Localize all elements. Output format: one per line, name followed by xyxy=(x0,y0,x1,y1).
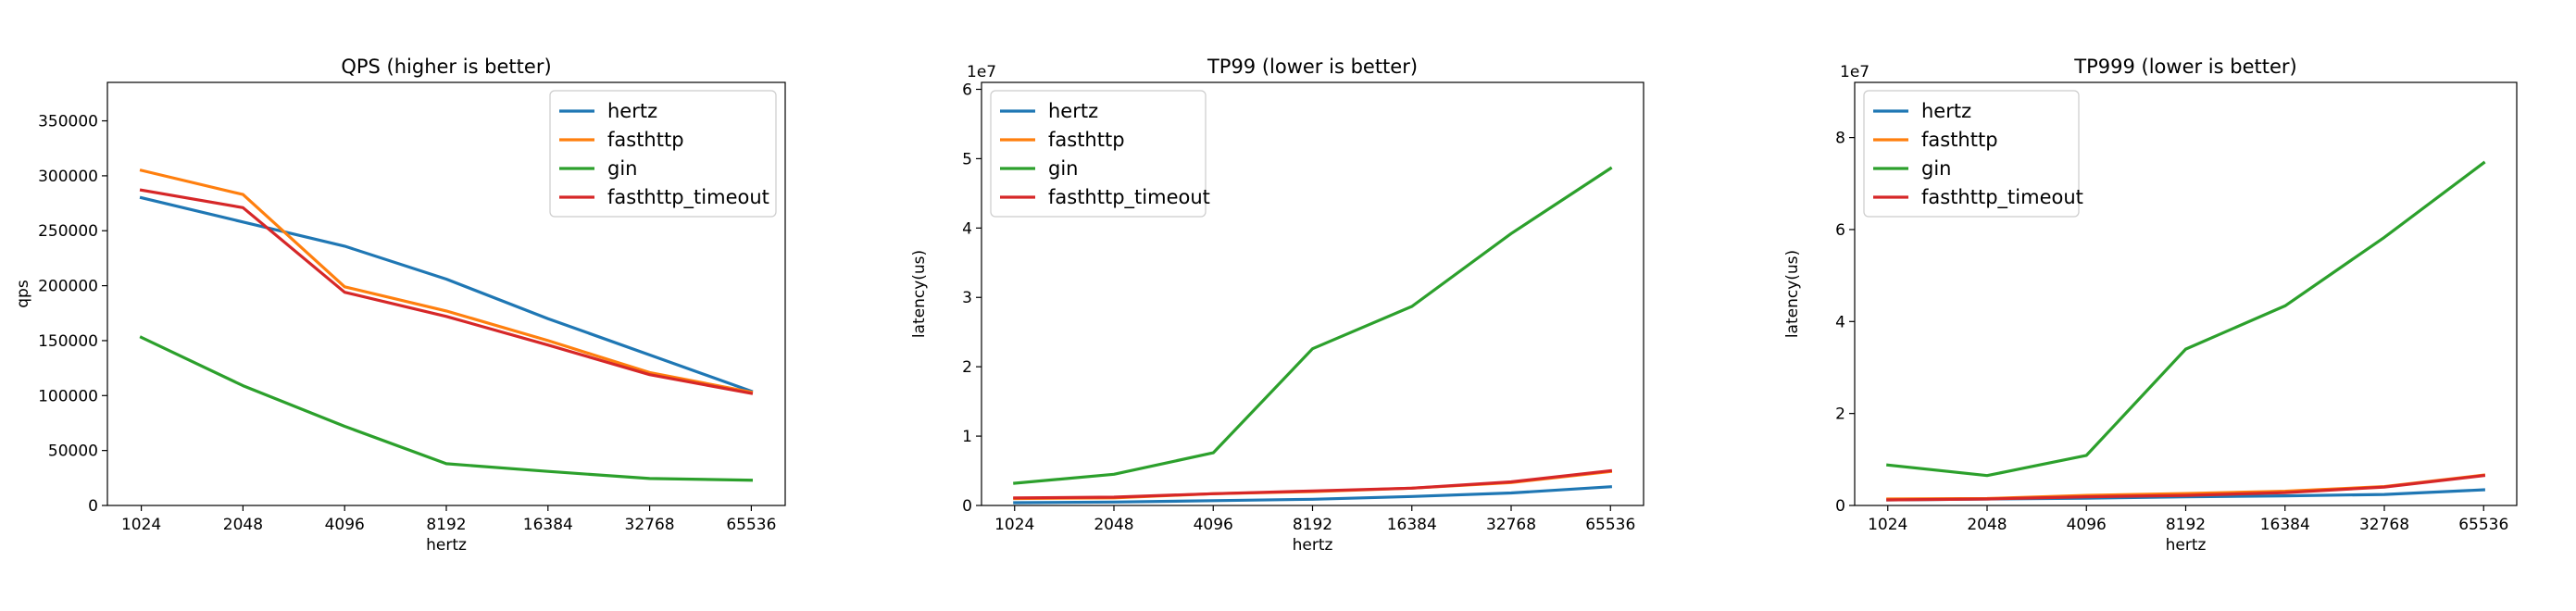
legend-label: fasthttp xyxy=(1921,129,1998,151)
x-tick-label: 4096 xyxy=(325,516,365,534)
chart-3: TP999 (lower is better)1024 2048 4096 8192 1… xyxy=(1783,56,2518,555)
x-tick-label: 2048 xyxy=(1967,516,2007,534)
x-tick-label: 32768 xyxy=(625,516,675,534)
x-tick-label: 8192 xyxy=(426,516,466,534)
series-line-gin xyxy=(1013,166,1613,485)
x-tick-label: 16384 xyxy=(1387,516,1437,534)
series-line-fasthttp-timeout xyxy=(139,188,754,395)
legend-frame xyxy=(549,90,777,218)
legend-frame xyxy=(990,90,1207,218)
x-tick-label: 16384 xyxy=(2260,516,2310,534)
y-tick-label: 8 xyxy=(1835,130,1845,148)
y-axis-offset-label: 1e7 xyxy=(967,63,996,81)
y-tick-label: 1 xyxy=(962,428,972,446)
x-tick-label: 32768 xyxy=(2359,516,2409,534)
x-tick-label: 4096 xyxy=(1194,516,1233,534)
x-tick-label: 65536 xyxy=(1585,516,1635,534)
y-tick-label: 0 xyxy=(1835,497,1845,516)
x-axis-label: hertz xyxy=(426,536,467,555)
x-tick-label: 2048 xyxy=(223,516,263,534)
y-tick-label: 0 xyxy=(88,497,98,516)
legend: hertz fasthttp gin fasthttp_timeout xyxy=(990,90,1210,218)
legend-label: hertz xyxy=(1921,100,1971,122)
x-tick-label: 16384 xyxy=(523,516,573,534)
y-tick-label: 3 xyxy=(962,289,972,307)
x-tick-label: 1024 xyxy=(994,516,1034,534)
series-line-fasthttp-timeout xyxy=(1886,473,2486,502)
legend-label: fasthttp_timeout xyxy=(1921,186,2083,209)
x-tick-label: 4096 xyxy=(2067,516,2107,534)
chart-title: TP999 (lower is better) xyxy=(2073,56,2296,78)
legend-label: gin xyxy=(1921,157,1951,180)
y-tick-label: 2 xyxy=(962,358,972,377)
x-tick-label: 1024 xyxy=(1868,516,1907,534)
series-line-fasthttp-timeout xyxy=(1013,468,1613,500)
series-line-hertz xyxy=(1013,485,1612,505)
y-tick-label: 150000 xyxy=(38,332,98,351)
y-axis-label: latency(us) xyxy=(1783,250,1802,338)
series-line-gin xyxy=(139,335,754,482)
x-axis-label: hertz xyxy=(2166,536,2207,555)
series-line-fasthttp xyxy=(139,168,754,394)
y-tick-label: 300000 xyxy=(38,168,98,186)
legend-label: gin xyxy=(1048,157,1078,180)
y-tick-label: 6 xyxy=(1835,221,1845,240)
x-tick-label: 1024 xyxy=(121,516,161,534)
legend-label: fasthttp_timeout xyxy=(607,186,769,209)
chart-title: QPS (higher is better) xyxy=(341,56,551,78)
chart-2: TP99 (lower is better)1024 2048 4096 8192 16… xyxy=(910,56,1644,555)
x-tick-label: 65536 xyxy=(726,516,776,534)
y-tick-label: 200000 xyxy=(38,278,98,296)
x-tick-label: 8192 xyxy=(2166,516,2206,534)
legend: hertz fasthttp gin fasthttp_timeout xyxy=(1863,90,2083,218)
series-line-hertz xyxy=(139,195,754,393)
legend-label: fasthttp xyxy=(607,129,684,151)
y-tick-label: 100000 xyxy=(38,387,98,405)
x-tick-label: 2048 xyxy=(1094,516,1133,534)
legend: hertz fasthttp gin fasthttp_timeout xyxy=(549,90,777,218)
y-tick-label: 50000 xyxy=(48,443,98,461)
y-axis-label: qps xyxy=(14,280,32,308)
y-tick-label: 5 xyxy=(962,150,972,168)
y-tick-label: 350000 xyxy=(38,113,98,131)
x-axis-label: hertz xyxy=(1293,536,1333,555)
y-axis-offset-label: 1e7 xyxy=(1840,63,1869,81)
x-tick-label: 32768 xyxy=(1486,516,1536,534)
y-tick-label: 2 xyxy=(1835,405,1845,424)
y-tick-label: 4 xyxy=(962,219,972,238)
legend-frame xyxy=(1863,90,2080,218)
series-line-gin xyxy=(1886,160,2486,478)
y-tick-label: 4 xyxy=(1835,313,1845,331)
legend-label: gin xyxy=(607,157,637,180)
legend-label: hertz xyxy=(1048,100,1098,122)
legend-label: fasthttp_timeout xyxy=(1048,186,1210,209)
y-tick-label: 6 xyxy=(962,81,972,99)
legend-label: fasthttp xyxy=(1048,129,1125,151)
y-tick-label: 250000 xyxy=(38,222,98,241)
legend-label: hertz xyxy=(607,100,657,122)
x-tick-label: 8192 xyxy=(1293,516,1332,534)
chart-1: QPS (higher is better) 1024 2048 4096 8192 16… xyxy=(14,56,786,555)
chart-title: TP99 (lower is better) xyxy=(1207,56,1418,78)
y-axis-label: latency(us) xyxy=(910,250,929,338)
y-tick-label: 0 xyxy=(962,497,972,516)
x-tick-label: 65536 xyxy=(2458,516,2508,534)
